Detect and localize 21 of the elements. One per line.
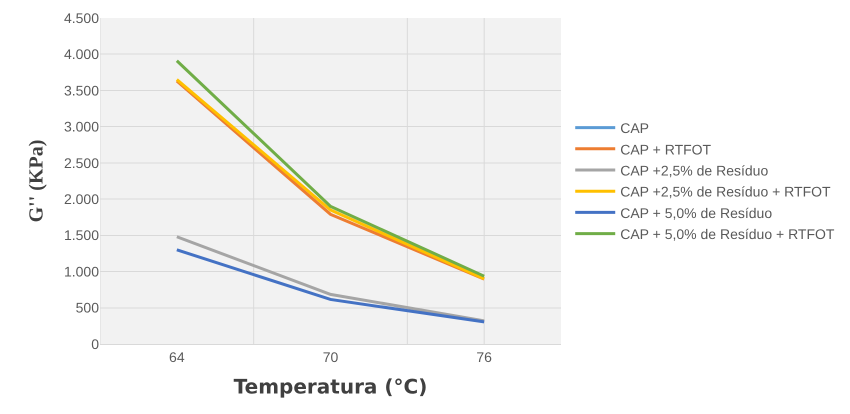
y-tick-label: 1.000 [64, 263, 100, 280]
y-axis-title: G'' (KPa) [25, 140, 48, 222]
y-tick-label: 2.000 [64, 191, 100, 208]
y-tick-label: 1.500 [64, 227, 100, 244]
y-tick-label: 3.000 [64, 118, 100, 135]
x-tick-label: 70 [322, 348, 338, 365]
legend-label: CAP + 5,0% de Resíduo + RTFOT [620, 226, 835, 242]
legend-label: CAP [620, 120, 650, 136]
x-tick-label: 76 [476, 348, 492, 365]
y-tick-label: 4.000 [64, 46, 100, 62]
y-tick-label: 0 [91, 336, 100, 352]
y-tick-label: 4.500 [64, 10, 100, 26]
legend-label: CAP + RTFOT [620, 141, 712, 158]
legend-label: CAP + 5,0% de Resíduo [620, 204, 772, 221]
legend-label: CAP +2,5% de Resíduo + RTFOT [620, 184, 832, 200]
legend-label: CAP +2,5% de Resíduo [620, 162, 768, 178]
y-tick-label: 3.500 [64, 82, 100, 98]
y-tick-label: 500 [76, 300, 100, 316]
x-axis-title: Temperatura (°C) [234, 374, 428, 398]
y-tick-label: 2.500 [64, 154, 100, 171]
x-tick-label: 64 [169, 348, 185, 365]
